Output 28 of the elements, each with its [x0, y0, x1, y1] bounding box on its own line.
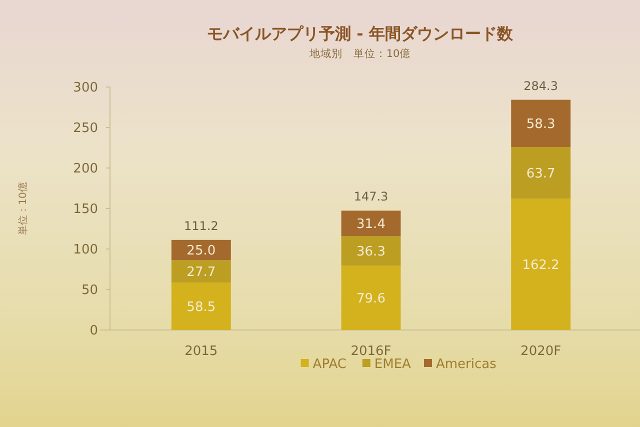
total-label: 284.3 — [524, 78, 558, 93]
total-label: 111.2 — [184, 218, 218, 233]
data-label: 31.4 — [356, 216, 386, 232]
data-label: 36.3 — [356, 244, 386, 260]
chart-title: モバイルアプリ予測 - 年間ダウンロード数 — [207, 24, 514, 43]
data-label: 79.6 — [356, 291, 386, 306]
data-label: 58.5 — [186, 300, 216, 315]
y-axis-title: 単位：10億 — [17, 182, 29, 235]
data-label: 58.3 — [526, 116, 556, 132]
y-tick-label: 100 — [73, 242, 98, 258]
data-label: 27.7 — [186, 264, 216, 280]
y-tick-label: 250 — [73, 121, 98, 136]
chart-subtitle: 地域別 単位：10億 — [308, 47, 411, 60]
y-tick-label: 50 — [81, 283, 98, 298]
legend-label: Americas — [436, 357, 497, 372]
x-tick-label: 2015 — [184, 344, 218, 359]
y-tick-label: 300 — [73, 80, 98, 96]
data-label: 162.2 — [522, 258, 560, 273]
legend-label: EMEA — [374, 357, 412, 372]
x-tick-label: 2016F — [350, 344, 392, 359]
total-label: 147.3 — [354, 190, 388, 204]
data-label: 63.7 — [526, 166, 556, 182]
legend-label: APAC — [312, 357, 346, 372]
y-tick-label: 150 — [73, 202, 98, 218]
data-label: 25.0 — [186, 244, 216, 259]
y-tick-label: 200 — [73, 162, 98, 177]
y-tick-label: 0 — [90, 324, 98, 339]
x-tick-label: 2020F — [520, 344, 562, 359]
